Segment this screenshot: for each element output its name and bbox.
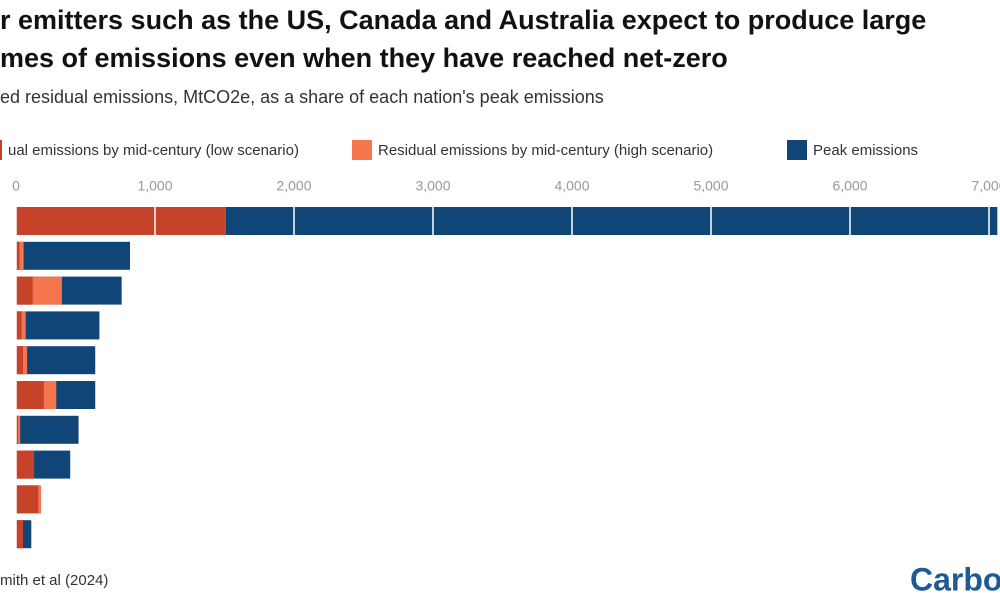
- x-tick-label: 4,000: [554, 178, 589, 194]
- bar: [16, 241, 130, 270]
- chart-title: mes of emissions even when they have rea…: [0, 43, 728, 73]
- bar: [16, 311, 100, 340]
- legend-swatch: [787, 140, 807, 160]
- bar: [16, 311, 22, 340]
- bar: [16, 450, 35, 479]
- legend-swatch: [352, 140, 372, 160]
- bar: [16, 381, 44, 409]
- chart-subtitle: ed residual emissions, MtCO2e, as a shar…: [0, 87, 604, 107]
- x-tick-label: 3,000: [415, 178, 450, 194]
- x-tick-label: 7,000: [971, 178, 1000, 194]
- legend-label: ual emissions by mid-century (low scenar…: [8, 142, 299, 159]
- bar: [16, 415, 19, 444]
- x-tick-label: 2,000: [276, 178, 311, 194]
- bar: [16, 520, 23, 549]
- bar: [16, 485, 39, 514]
- x-tick-label: 1,000: [137, 178, 172, 194]
- bar: [16, 276, 33, 305]
- logo: Carbon: [910, 561, 1000, 597]
- bar: [16, 346, 23, 375]
- source: mith et al (2024): [0, 572, 108, 589]
- x-tick-label: 5,000: [693, 178, 728, 194]
- bar: [16, 415, 79, 444]
- bar: [16, 207, 226, 235]
- legend-label: Residual emissions by mid-century (high …: [378, 142, 713, 159]
- legend-label: Peak emissions: [813, 142, 918, 159]
- bar: [16, 241, 20, 270]
- x-tick-label: 0: [12, 178, 20, 194]
- bar: [16, 346, 96, 375]
- x-tick-label: 6,000: [832, 178, 867, 194]
- bar: [16, 241, 24, 270]
- legend-swatch: [0, 140, 2, 160]
- chart-title: r emitters such as the US, Canada and Au…: [0, 5, 926, 35]
